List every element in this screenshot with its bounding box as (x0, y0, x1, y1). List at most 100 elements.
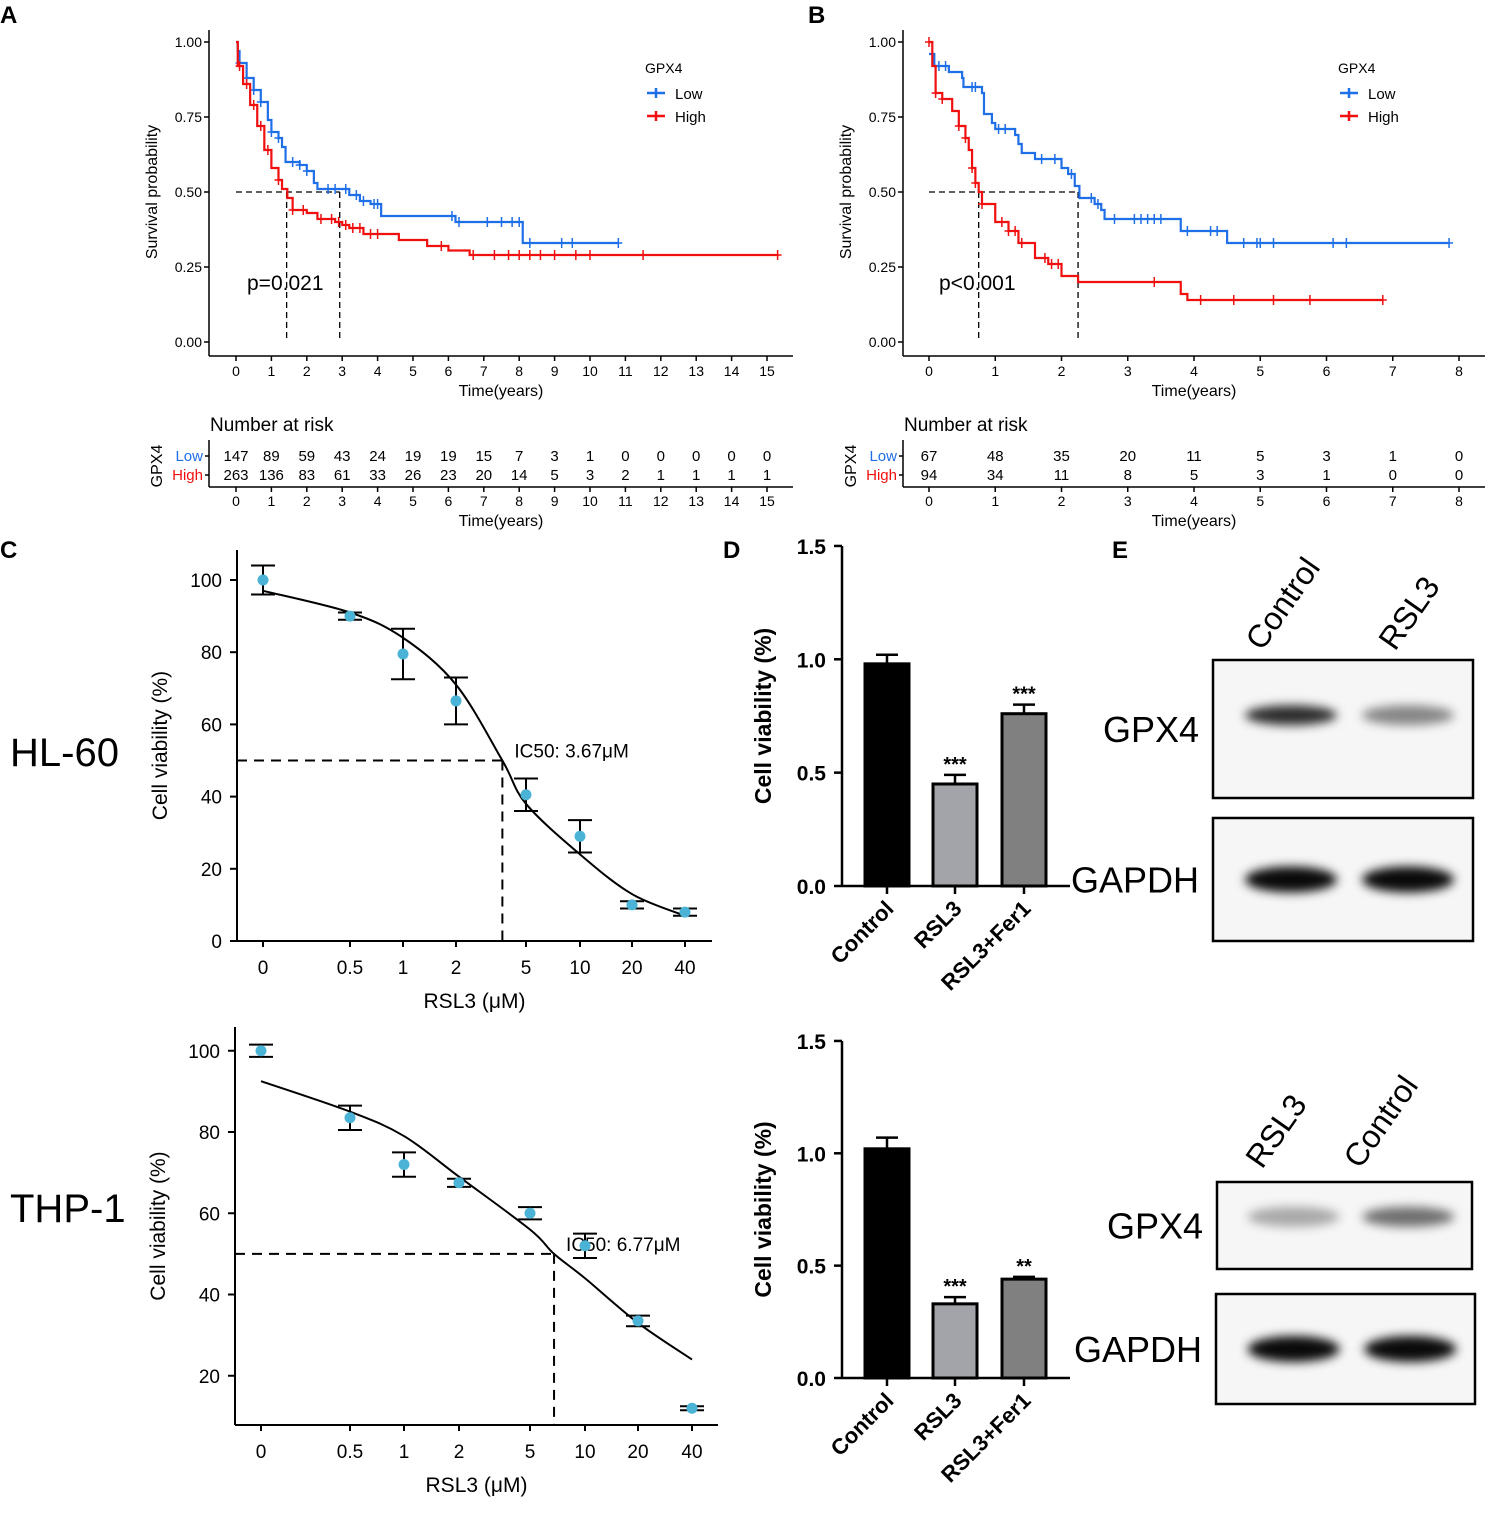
censor-mark (515, 250, 524, 260)
x-tick-label: 8 (1455, 363, 1463, 379)
dose-response-THP-1: 20 40 60 80 100 0 0.5 1 2 5 10 20 40 RSL3 (μM) Cell vi… (10, 1027, 718, 1497)
y-tick-label: 80 (199, 1123, 220, 1144)
y-tick-label: 0.5 (797, 1256, 827, 1279)
band-gpx4-rsl3 (1247, 1206, 1340, 1227)
km-panel-A: 0.000.250.500.751.000 1 2 3 4 5 6 7 8 9 10 11 12 13 14… (144, 30, 793, 530)
legend-title: GPX4 (1338, 60, 1376, 76)
legend-label-high: High (1368, 109, 1399, 126)
censor-mark (515, 217, 524, 227)
risk-x-tick-label: 0 (925, 493, 933, 509)
x-tick-label: 20 (621, 958, 642, 979)
risk-count: 1 (586, 448, 594, 465)
data-point (344, 1112, 356, 1124)
risk-x-tick-label: 5 (1256, 493, 1264, 509)
x-tick-label: 15 (759, 363, 775, 379)
band-gapdh-control (1364, 1336, 1457, 1362)
risk-count: 0 (657, 448, 665, 465)
data-point (632, 1315, 644, 1327)
km-curve-low (929, 52, 1450, 245)
censor-mark (327, 214, 336, 224)
risk-x-tick-label: 12 (653, 493, 669, 509)
blot-frame-gpx4 (1215, 1180, 1474, 1271)
censor-mark (324, 184, 333, 194)
censor-mark (295, 160, 304, 170)
x-axis-label: RSL3 (μM) (424, 990, 526, 1013)
censor-mark (568, 238, 577, 248)
y-tick-label: 1.0 (797, 649, 826, 672)
x-tick-label: 1 (398, 958, 409, 979)
x-tick-label: 0 (925, 363, 933, 379)
lane-label: RSL3 (1371, 570, 1446, 656)
risk-row-label-low: Low (175, 448, 203, 465)
censor-mark (1378, 295, 1387, 305)
risk-x-tick-label: 2 (303, 493, 311, 509)
risk-count: 7 (515, 448, 523, 465)
risk-x-tick-label: 6 (445, 493, 453, 509)
censor-mark (274, 133, 283, 143)
data-point (397, 648, 409, 660)
censor-mark (355, 223, 364, 233)
protein-label-gpx4: GPX4 (1107, 1206, 1203, 1247)
censor-mark (941, 61, 950, 71)
censor-mark (302, 166, 311, 176)
band-gpx4-control (1362, 1206, 1455, 1227)
panel-letter-b: B (808, 2, 825, 29)
risk-count: 1 (692, 467, 700, 484)
censor-mark (274, 175, 283, 185)
censor-mark (508, 217, 517, 227)
y-tick-label: 0.5 (797, 763, 827, 786)
x-tick-label: 40 (674, 958, 695, 979)
significance-marker: *** (943, 1276, 967, 1298)
censor-mark (557, 238, 566, 248)
y-tick-label: 0.75 (175, 109, 202, 125)
y-tick-label: 0.25 (869, 259, 896, 275)
y-tick-label: 20 (199, 1367, 220, 1388)
x-tick-label: 10 (574, 1442, 595, 1463)
risk-x-axis-label: Time(years) (1152, 513, 1237, 530)
x-tick-label: 0.5 (337, 1442, 363, 1463)
censor-mark (1054, 259, 1063, 269)
censor-mark (997, 217, 1006, 227)
censor-mark (469, 250, 478, 260)
x-axis-label: Time(years) (1152, 383, 1237, 400)
risk-count: 3 (586, 467, 594, 484)
x-tick-label: 8 (515, 363, 523, 379)
y-tick-label: 0.25 (175, 259, 202, 275)
risk-count: 14 (511, 467, 528, 484)
censor-mark (249, 100, 258, 110)
x-tick-label: 13 (688, 363, 704, 379)
protein-label-gpx4: GPX4 (1103, 709, 1199, 750)
risk-count: 5 (1190, 467, 1198, 484)
y-tick-label: 0.00 (175, 334, 202, 350)
censor-mark (1196, 295, 1205, 305)
risk-x-tick-label: 7 (1389, 493, 1397, 509)
y-tick-label: 1.5 (797, 1031, 827, 1054)
censor-mark (1269, 295, 1278, 305)
risk-count: 34 (987, 467, 1004, 484)
data-point (679, 906, 691, 918)
fit-curve (262, 589, 686, 917)
risk-count: 24 (369, 448, 386, 465)
fit-curve (260, 1080, 693, 1361)
censor-mark (1067, 169, 1076, 179)
censor-mark (497, 217, 506, 227)
significance-marker: *** (1012, 684, 1036, 706)
protein-label-gapdh: GAPDH (1071, 860, 1199, 901)
censor-mark (971, 82, 980, 92)
censor-mark (483, 217, 492, 227)
censor-mark (1239, 238, 1248, 248)
error-bar (944, 773, 966, 784)
censor-mark (242, 79, 251, 89)
risk-row-label-high: High (172, 467, 203, 484)
y-tick-label: 20 (201, 860, 222, 881)
risk-count: 0 (1389, 467, 1397, 484)
censor-mark (614, 238, 623, 248)
censor-mark (331, 184, 340, 194)
censor-mark (334, 217, 343, 227)
censor-mark (341, 184, 350, 194)
censor-mark (1150, 277, 1159, 287)
x-tick-label: 7 (1389, 363, 1397, 379)
censor-mark (938, 94, 947, 104)
